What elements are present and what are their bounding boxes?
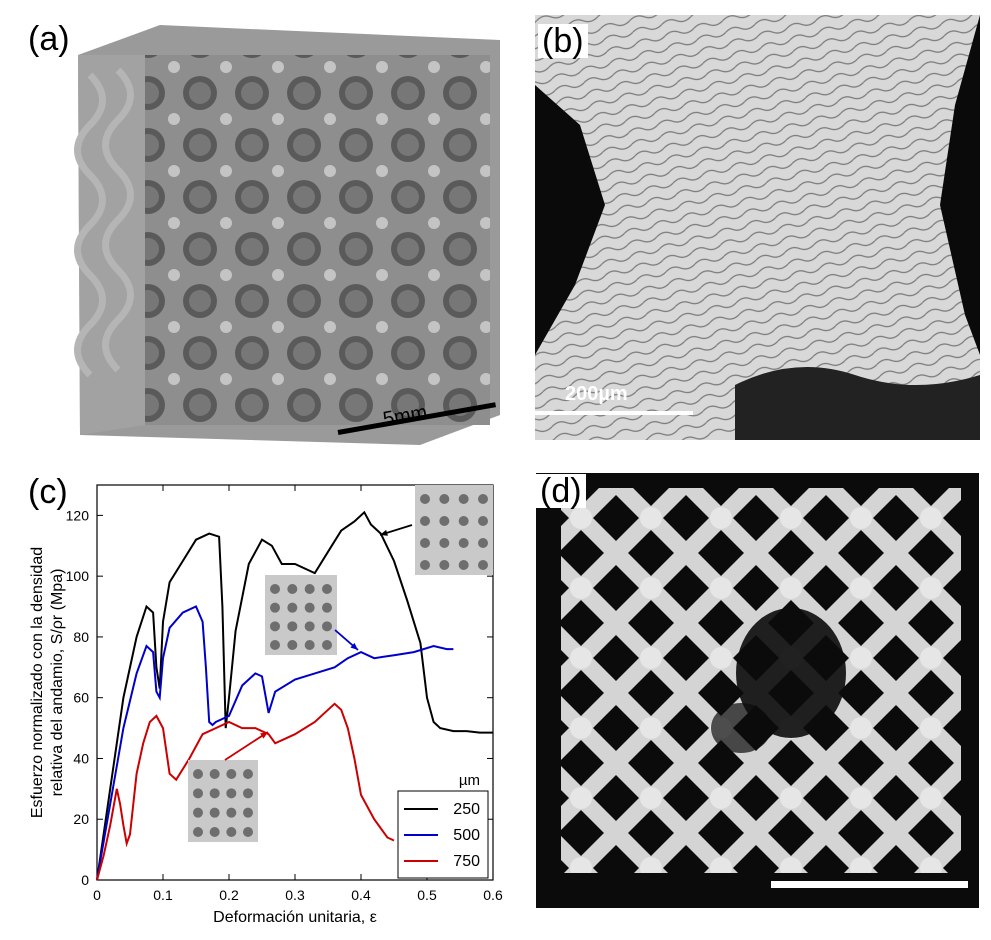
inset-cube-pore	[243, 807, 253, 818]
strut-micrograph-image: 200µm	[535, 15, 980, 440]
inset-cube-pore	[322, 584, 332, 594]
inset-cube-pore	[304, 621, 315, 632]
inset-cube-pore	[439, 560, 450, 570]
inset-cube-pore	[193, 769, 203, 779]
inset-cube-pore	[193, 827, 203, 837]
lattice-inset-500	[265, 575, 359, 655]
inset-cube-pore	[478, 516, 488, 526]
inset-cube-pore	[304, 640, 315, 650]
legend-label-250: 250	[453, 801, 480, 818]
x-tick-label: 0.4	[351, 887, 371, 903]
inset-cube-pore	[420, 560, 430, 570]
panel-label-b: (b)	[538, 24, 588, 58]
inset-cube-pore	[439, 516, 450, 526]
inset-cube-pore	[458, 494, 469, 504]
series-line-500	[96, 605, 454, 881]
legend-label-750: 750	[453, 853, 480, 870]
inset-arrowhead	[260, 732, 268, 739]
inset-cube-pore	[270, 640, 280, 650]
inset-cube-pore	[226, 769, 237, 779]
inset-arrowhead	[350, 642, 358, 650]
inset-cube-pore	[287, 602, 298, 613]
inset-cube-pore	[270, 584, 280, 594]
x-axis-label: Deformación unitaria, ε	[213, 909, 377, 926]
series-line-250	[96, 510, 493, 881]
inset-cube-pore	[458, 516, 469, 526]
inset-cube-pore	[270, 602, 280, 613]
y-tick-label: 120	[66, 507, 90, 523]
inset-cube-pore	[322, 640, 332, 650]
inset-cube-pore	[478, 538, 488, 548]
x-tick-label: 0.6	[483, 887, 503, 903]
inset-cube-pore	[439, 494, 450, 504]
series-line-750	[96, 702, 395, 881]
lattice-inset-250	[379, 485, 493, 575]
inset-arrowhead	[380, 529, 388, 536]
stress-strain-chart: 0 0.1 0.2 0.3 0.4 0.5 0.6 0 20 40 60 80 100 120 Deform…	[0, 470, 520, 940]
panel-label-d: (d)	[536, 474, 586, 508]
y-axis-label-line2: relativa del andamio, S/ρr (Mpa)	[49, 569, 66, 797]
y-tick-label: 60	[73, 690, 89, 706]
scale-bar-a: 5mm	[337, 401, 498, 440]
inset-cube-pore	[226, 827, 237, 837]
x-tick-label: 0.3	[285, 887, 305, 903]
inset-cube-pore	[304, 602, 315, 613]
inset-arrow	[224, 731, 269, 761]
y-axis-label-line1: Esfuerzo normalizado con la densidad	[29, 547, 46, 818]
inset-cube-pore	[304, 584, 315, 594]
inset-cube-pore	[243, 769, 253, 779]
inset-cube-pore	[420, 494, 430, 504]
y-tick-label: 100	[66, 568, 90, 584]
panel-label-a: (a)	[28, 20, 70, 58]
inset-cube-pore	[243, 788, 253, 799]
x-tick-label: 0.1	[153, 887, 173, 903]
inset-cube-pore	[322, 602, 332, 613]
inset-cube-pore	[458, 560, 469, 570]
y-tick-label: 80	[73, 629, 89, 645]
scale-bar-d	[771, 881, 968, 888]
inset-cube-pore	[478, 494, 488, 504]
inset-cube-pore	[209, 769, 220, 779]
inset-cube-pore	[243, 827, 253, 837]
inset-cube-pore	[209, 788, 220, 799]
inset-cube-pore	[270, 621, 280, 632]
chart-svg: 0 0.1 0.2 0.3 0.4 0.5 0.6 0 20 40 60 80 100 120 Deform…	[29, 484, 503, 926]
inset-cube-pore	[193, 788, 203, 799]
inset-cube-pore	[458, 538, 469, 548]
inset-cube-pore	[287, 584, 298, 594]
inset-cube-pore	[287, 621, 298, 632]
x-tick-label: 0.2	[219, 887, 239, 903]
inset-cube-pore	[439, 538, 450, 548]
x-tick-label: 0	[93, 887, 101, 903]
lattice-inset-750	[188, 731, 269, 842]
y-tick-label: 20	[73, 811, 89, 827]
inset-cube-pore	[420, 516, 430, 526]
inset-cube-pore	[209, 807, 220, 818]
inset-cube-pore	[478, 560, 488, 570]
x-tick-label: 0.5	[417, 887, 437, 903]
scale-bar-b-line	[535, 411, 693, 415]
legend-label-500: 500	[453, 827, 480, 844]
inset-cube-pore	[226, 807, 237, 818]
panel-label-c: (c)	[28, 473, 68, 511]
inset-cube-pore	[209, 827, 220, 837]
y-tick-label: 0	[81, 872, 89, 888]
inset-cube-pore	[193, 807, 203, 818]
inset-cube-pore	[322, 621, 332, 632]
ct-cross-section-image	[536, 473, 979, 908]
inset-cube-pore	[420, 538, 430, 548]
y-tick-label: 40	[73, 750, 89, 766]
scale-bar-b-label: 200µm	[565, 383, 628, 405]
inset-cube-pore	[287, 640, 298, 650]
scaffold-render-image: 5mm	[70, 15, 510, 465]
legend-title: µm	[459, 772, 480, 789]
inset-cube-pore	[226, 788, 237, 799]
